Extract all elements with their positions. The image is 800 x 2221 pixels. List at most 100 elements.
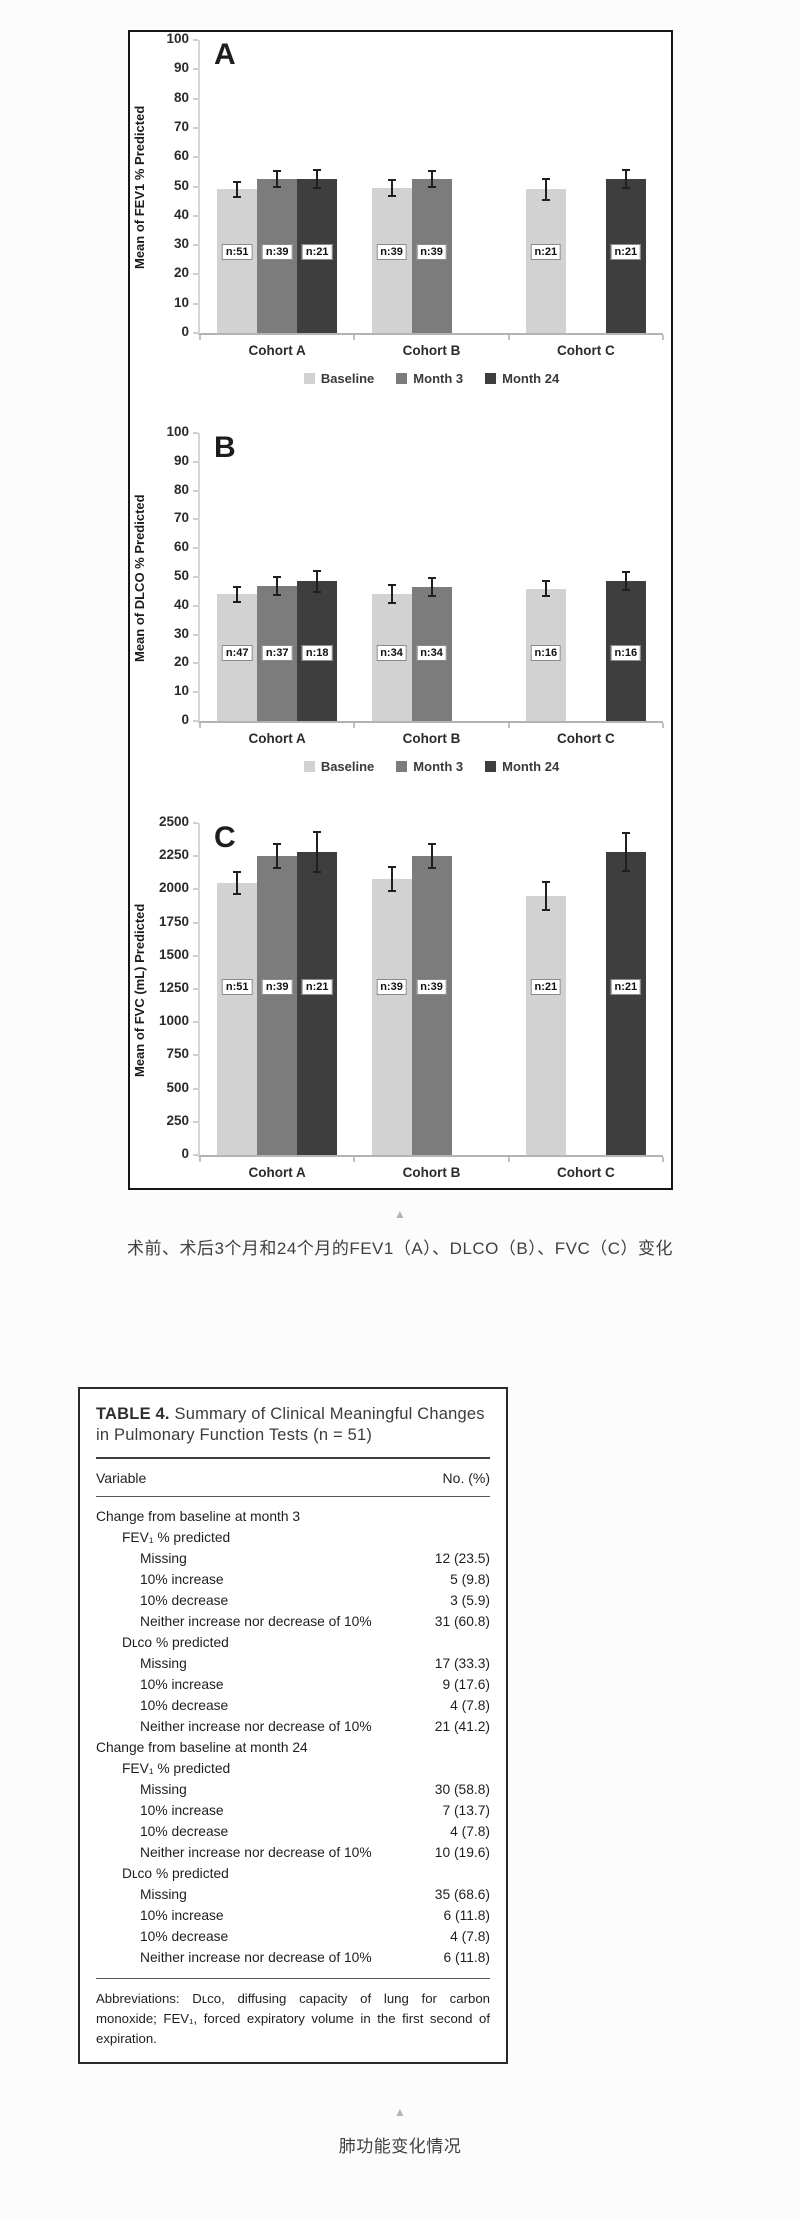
row-value: 6 (11.8) [443,1908,490,1923]
table-row: Neither increase nor decrease of 10% 6 (1… [96,1947,490,1968]
n-count-label: n:34 [416,644,447,661]
n-count-label: n:21 [301,243,333,260]
x-tick-mark [662,723,664,728]
y-tick-mark [193,720,198,722]
x-axis-labels: Cohort A Cohort B Cohort C [199,335,664,365]
table-row: Change from baseline at month 24 [96,1737,490,1758]
row-label: Missing [140,1782,187,1797]
y-tick-label: 0 [181,712,189,727]
n-count-label: n:18 [301,644,333,661]
row-label: 10% increase [140,1677,224,1692]
x-category-label: Cohort C [556,343,615,358]
x-tick-mark [507,335,510,340]
y-tick-label: 500 [166,1079,189,1095]
table-row: 10% decrease 3 (5.9) [96,1590,490,1611]
bar-month-24-cohort-a [297,852,338,1155]
row-label: Neither increase nor decrease of 10% [140,1614,372,1629]
up-triangle-icon: ▲ [394,2105,406,2119]
x-category-label: Cohort B [402,1165,461,1180]
x-tick-mark [199,1157,201,1162]
y-tick-label: 60 [173,539,189,555]
legend-swatch [303,372,315,384]
table-row: Missing 35 (68.6) [96,1884,490,1905]
row-label: Neither increase nor decrease of 10% [140,1719,372,1734]
row-value: 30 (58.8) [434,1782,490,1797]
y-tick-label: 30 [173,236,189,252]
row-label: 10% increase [140,1803,224,1818]
table-row: Change from baseline at month 3 [96,1506,490,1527]
y-tick-label: 100 [166,424,189,439]
legend-item: Baseline [303,755,374,777]
y-tick-label: 40 [173,206,189,222]
table-row: FEV₁ % predicted [96,1527,490,1548]
y-axis-ticks: 0 250 500 750 1000 1250 1500 1750 2000 2250 2500 [150,814,198,1161]
error-bar [541,881,550,911]
row-value: 10 (19.6) [434,1845,490,1860]
y-tick-label: 20 [173,265,189,281]
error-bar [427,170,436,188]
n-count-label: n:37 [261,644,293,661]
y-tick-label: 10 [173,294,189,310]
y-axis-title: Mean of DLCO % Predicted [132,494,147,662]
row-label: Neither increase nor decrease of 10% [140,1950,372,1965]
n-count-label: n:51 [221,979,253,996]
error-bar [387,179,396,197]
y-tick-mark [193,662,198,665]
y-tick-mark [193,988,198,990]
error-bar [621,571,630,592]
table-row: Dʟᴄᴏ % predicted [96,1863,490,1884]
n-count-label: n:39 [261,979,293,996]
y-tick-mark [193,547,198,550]
y-tick-label: 70 [173,118,189,134]
pulmonary-function-figure: Mean of FEV1 % Predicted 0 10 20 30 40 50 60 70… [128,30,673,1190]
n-count-label: n:39 [416,243,447,260]
legend-item: Month 3 [396,367,463,389]
y-tick-mark [193,604,198,607]
error-bar [313,830,322,874]
row-label: 10% increase [140,1572,224,1587]
row-value: 9 (17.6) [442,1677,490,1692]
bar-baseline-cohort-a [217,189,258,333]
row-label: Dʟᴄᴏ % predicted [122,1866,229,1881]
table-row: Missing 17 (33.3) [96,1653,490,1674]
y-tick-label: 750 [166,1046,189,1062]
n-count-label: n:39 [376,243,407,260]
row-value: 7 (13.7) [442,1803,490,1818]
y-tick-mark [193,432,198,434]
y-axis-title: Mean of FEV1 % Predicted [132,105,147,270]
row-label: 10% increase [140,1908,224,1923]
n-count-label: n:47 [221,644,253,661]
x-category-label: Cohort A [248,1165,306,1180]
table-row: 10% increase 5 (9.8) [96,1569,490,1590]
table-row: 10% increase 6 (11.8) [96,1905,490,1926]
y-tick-mark [193,156,198,159]
table-row: 10% decrease 4 (7.8) [96,1695,490,1716]
y-axis-ticks: 0 10 20 30 40 50 60 70 80 90 100 [150,424,198,727]
y-tick-mark [193,1154,198,1156]
y-tick-mark [193,1054,198,1057]
x-tick-mark [199,723,201,728]
y-tick-label: 0 [181,324,189,339]
chart-panel-a: Mean of FEV1 % Predicted 0 10 20 30 40 50 60 70… [130,32,671,389]
table-row: 10% increase 7 (13.7) [96,1800,490,1821]
table-row: FEV₁ % predicted [96,1758,490,1779]
n-count-label: n:21 [610,979,642,996]
row-value: 31 (60.8) [434,1614,490,1629]
x-tick-mark [199,335,201,340]
n-count-label: n:34 [376,644,407,661]
table-title-text: Summary of Clinical Meaningful Changes i… [96,1405,485,1444]
chart-legend: Baseline Month 3 Month 24 [200,367,663,389]
y-tick-label: 1250 [158,980,189,995]
table-rule [96,1496,490,1497]
error-bar [233,180,242,199]
y-tick-label: 2250 [158,847,189,863]
legend-swatch [485,760,497,772]
chart-panel-b: Mean of DLCO % Predicted 0 10 20 30 40 50 60 70… [130,424,671,777]
table-row: 10% increase 9 (17.6) [96,1674,490,1695]
chart-legend: Baseline Month 3 Month 24 [200,755,663,777]
row-label: Missing [140,1656,187,1671]
y-axis-ticks: 0 10 20 30 40 50 60 70 80 90 100 [150,32,198,339]
y-tick-label: 40 [173,596,189,612]
x-category-label: Cohort C [556,731,615,746]
bar-month-24-cohort-c [605,852,646,1155]
